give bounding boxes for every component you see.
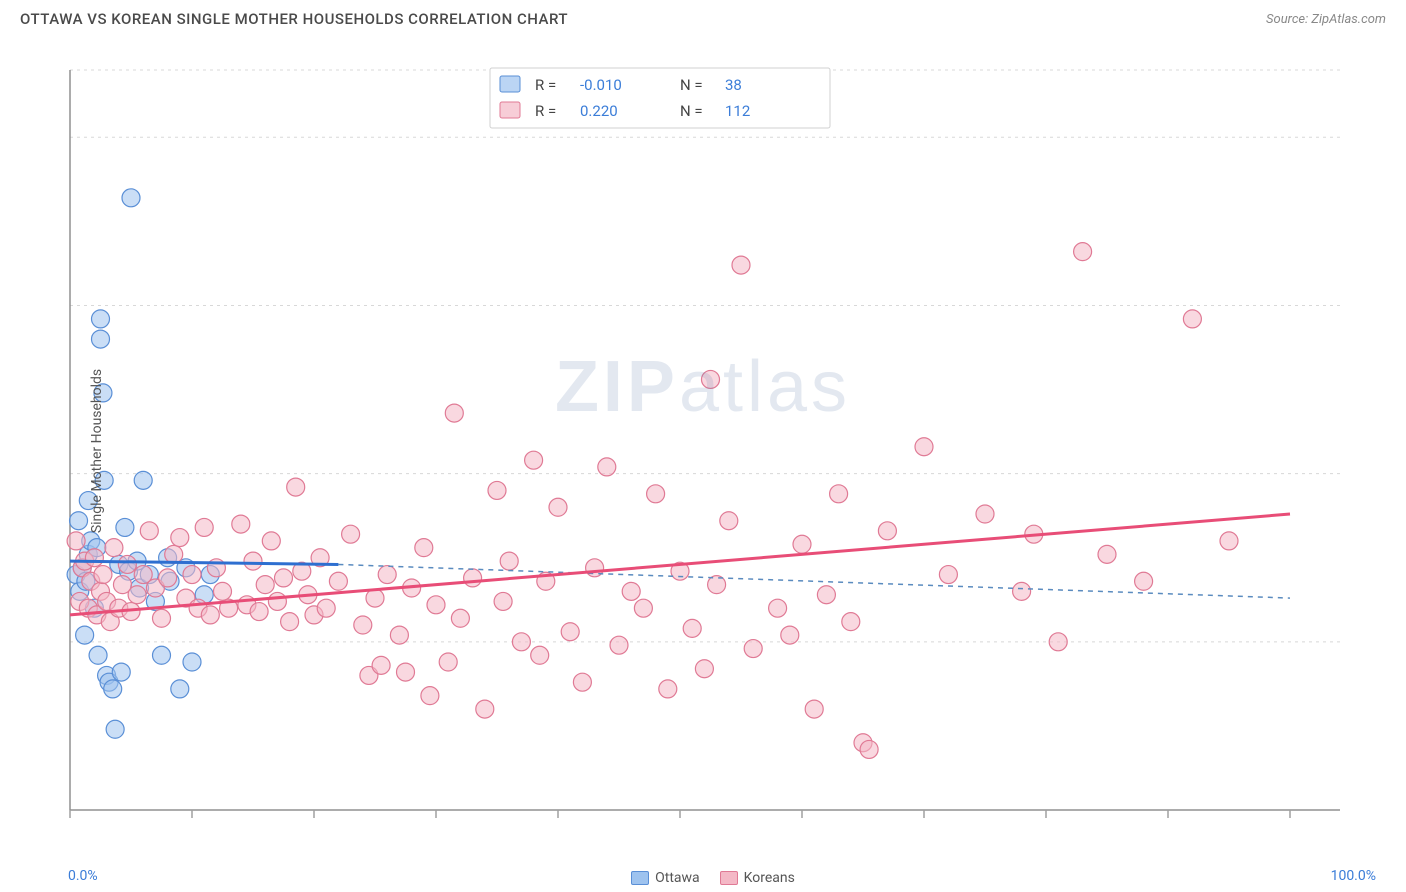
source-label: Source: ZipAtlas.com [1266,12,1386,27]
legend-swatch [720,871,738,885]
svg-text:R =: R = [535,76,556,94]
svg-text:-0.010: -0.010 [580,76,622,94]
bottom-legend: Ottawa Koreans [0,870,1406,886]
y-axis-label: Single Mother Households [89,369,105,533]
chart-title: OTTAWA VS KOREAN SINGLE MOTHER HOUSEHOLD… [20,10,568,28]
chart-area: Single Mother Households ZIPatlas 5.0%10… [20,50,1386,852]
legend-label: Koreans [744,870,795,886]
x-min-label: 0.0% [68,868,98,884]
svg-text:38: 38 [725,76,742,94]
legend-label: Ottawa [655,870,700,886]
svg-text:112: 112 [725,102,750,120]
legend-swatch [631,871,649,885]
svg-text:R =: R = [535,102,556,120]
scatter-plot: 5.0%10.0%15.0%20.0%R =-0.010N =38R =0.22… [20,50,1340,830]
x-max-label: 100.0% [1331,868,1376,884]
svg-text:N =: N = [680,76,703,94]
svg-text:N =: N = [680,102,703,120]
svg-text:0.220: 0.220 [580,102,618,120]
